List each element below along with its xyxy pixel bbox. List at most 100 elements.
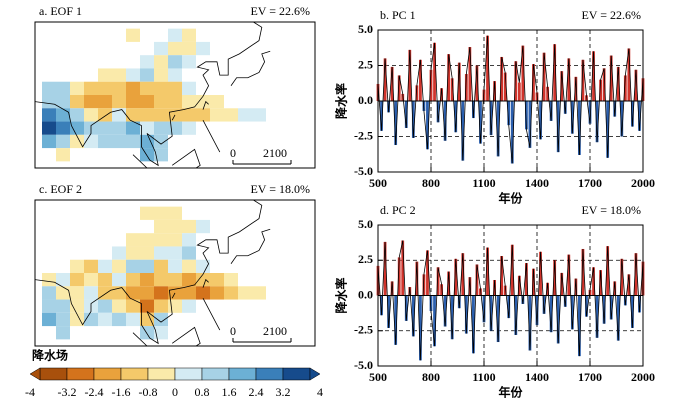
ev-label: EV = 22.6% [250, 4, 310, 18]
map-cell [140, 246, 154, 260]
map-cell [42, 95, 56, 109]
anomaly-bar [560, 71, 564, 101]
map-cell [98, 299, 112, 313]
map-cell [140, 286, 154, 300]
map-cell [126, 95, 140, 109]
anomaly-bar [599, 270, 602, 296]
anomaly-bar [606, 101, 610, 158]
anomaly-bar [454, 258, 458, 296]
map-cell [112, 286, 126, 300]
y-tick-label: -2.5 [354, 128, 373, 142]
anomaly-bar [387, 295, 390, 328]
anomaly-bar [507, 101, 511, 126]
x-tick-label: 1100 [472, 370, 495, 384]
map-cell [154, 81, 168, 95]
anomaly-bar [567, 254, 571, 296]
map-cell [56, 95, 70, 109]
map-cell [98, 68, 112, 82]
anomaly-bar [585, 295, 588, 317]
anomaly-bar [549, 101, 553, 121]
anomaly-bar [464, 74, 468, 101]
panel-title: d. PC 2 [380, 203, 416, 217]
colorbar-end [309, 367, 321, 381]
coastline [171, 114, 176, 121]
colorbar-tick-label: -2.4 [85, 385, 104, 399]
colorbar-tick-label: 0 [172, 385, 178, 399]
coastline [230, 50, 271, 86]
anomaly-bar [616, 66, 620, 101]
map-area [35, 22, 315, 168]
y-tick-label: -5.0 [354, 164, 373, 178]
map-cell [154, 286, 168, 300]
anomaly-bar [447, 54, 451, 101]
y-tick-label: 0.0 [358, 93, 373, 107]
map-cell [140, 134, 154, 149]
map-cell [84, 108, 98, 122]
anomaly-bar [394, 295, 398, 345]
anomaly-bar [415, 85, 419, 101]
map-cell [126, 286, 140, 300]
map-cell [154, 95, 168, 109]
map-cell [196, 95, 210, 109]
x-tick-label: 800 [422, 370, 440, 384]
map-cell [140, 108, 154, 122]
anomaly-bar [588, 101, 592, 124]
map-cell [140, 95, 154, 109]
map-cell [154, 134, 168, 149]
scale-label: 2100 [263, 146, 287, 160]
map-cell [168, 233, 182, 247]
map-cell [224, 286, 238, 300]
map-cell [112, 108, 126, 122]
map-cell [140, 68, 154, 82]
anomaly-bar [475, 65, 479, 101]
ev-label: EV = 18.0% [581, 203, 641, 217]
anomaly-bar [581, 248, 585, 296]
map-cell [112, 312, 126, 327]
anomaly-bar [517, 275, 521, 296]
anomaly-bar [493, 279, 496, 296]
map-frame [34, 21, 316, 169]
anomaly-bar [542, 295, 546, 314]
anomaly-bar [422, 274, 426, 296]
map-cell [70, 108, 84, 122]
map-cell [168, 273, 182, 287]
anomaly-bar [563, 101, 567, 114]
coastline [202, 100, 209, 110]
map-cell [182, 246, 196, 260]
anomaly-bar [578, 101, 581, 155]
anomaly-bar [503, 285, 507, 296]
colorbar-bin [201, 367, 230, 381]
map-cell [168, 95, 182, 109]
map-cell [154, 233, 168, 247]
anomaly-bar [517, 82, 521, 101]
anomaly-bar [620, 258, 624, 296]
anomaly-bar [613, 101, 617, 117]
map-cell [140, 81, 154, 95]
map-cell [154, 121, 168, 135]
map-cell [154, 312, 168, 327]
map-cell [168, 55, 182, 69]
anomaly-bar [503, 72, 507, 101]
anomaly-bar [616, 295, 620, 341]
map-cell [112, 95, 126, 109]
anomaly-bar [426, 101, 429, 150]
map-cell [154, 55, 168, 69]
map-cell [140, 326, 154, 340]
map-cell [112, 273, 126, 287]
map-cell [182, 219, 196, 234]
map-cell [126, 273, 140, 287]
anomaly-bar [380, 295, 383, 316]
map-cell [56, 299, 70, 313]
map-cell [98, 95, 112, 109]
colorbar-tick-label: 1.6 [222, 385, 237, 399]
scale-label: 0 [230, 146, 236, 160]
anomaly-bar [609, 295, 613, 320]
map-cell [182, 28, 196, 42]
map-cell [112, 134, 126, 149]
map-cell [84, 286, 98, 300]
colorbar-bin [66, 367, 95, 381]
map-frame [34, 199, 316, 347]
anomaly-bar [489, 295, 493, 331]
map-cell [140, 233, 154, 247]
map-cell [56, 286, 70, 300]
